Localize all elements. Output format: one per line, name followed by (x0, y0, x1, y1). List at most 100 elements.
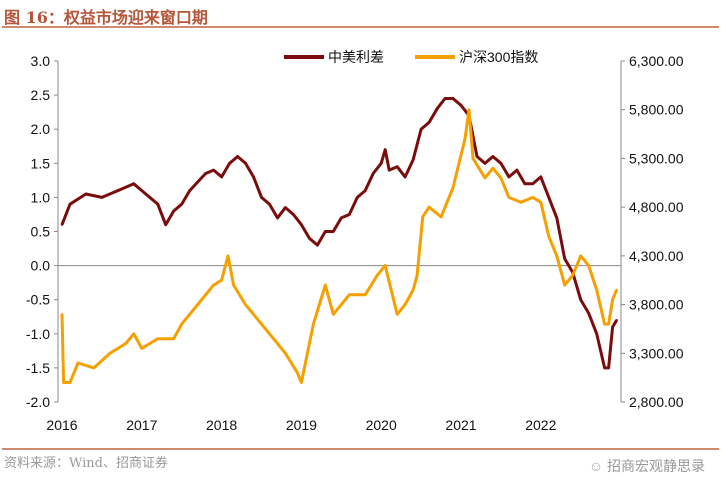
data-point (284, 352, 287, 355)
data-point (427, 205, 431, 209)
data-point (491, 166, 495, 170)
data-point (228, 162, 231, 165)
data-point (415, 274, 419, 277)
data-point (419, 128, 423, 131)
data-point (463, 137, 467, 141)
data-point (180, 322, 183, 326)
brand: ☺ 招商宏观静思录 (589, 456, 705, 476)
y-left-tick-label: -1.0 (26, 326, 50, 342)
data-point (348, 293, 351, 297)
data-point (124, 342, 128, 345)
data-point (380, 162, 383, 165)
data-point (196, 303, 199, 306)
data-point (523, 182, 527, 185)
data-point (539, 201, 542, 204)
data-point (427, 121, 431, 124)
data-point (244, 162, 247, 165)
data-point (292, 213, 295, 216)
data-point (312, 322, 315, 326)
data-point (68, 381, 72, 384)
data-point (563, 257, 566, 260)
data-point (268, 332, 271, 335)
x-tick-label: 2020 (366, 417, 397, 433)
y-left-tick-label: 1.0 (31, 189, 51, 205)
x-tick-label: 2021 (445, 417, 476, 433)
data-point (220, 175, 223, 179)
data-point (116, 189, 120, 192)
divider (2, 26, 719, 28)
data-point (595, 332, 598, 335)
y-right-tick-label: 6,300.00 (629, 53, 684, 69)
data-point (383, 264, 387, 267)
data-point (603, 322, 606, 326)
data-point (563, 283, 566, 287)
series-line-0 (60, 97, 618, 370)
data-point (324, 230, 327, 233)
data-point (603, 366, 606, 370)
data-point (395, 165, 399, 168)
data-point (421, 215, 424, 219)
legend-label-0: 中美利差 (328, 49, 384, 65)
data-point (607, 322, 610, 326)
chart: 3.0 2.5 2.0 1.5 1.0 0.5 0.0 -0.5 -1.0 -1.5 -2.0 6,3… (26, 49, 684, 433)
data-point (84, 192, 88, 196)
data-point (300, 381, 303, 384)
data-point (284, 206, 287, 209)
data-point (308, 237, 311, 240)
data-point (587, 312, 590, 315)
data-point (364, 293, 367, 297)
y-right-tick-label: 5,800.00 (629, 102, 684, 118)
y-right-tick-label: 3,300.00 (629, 345, 684, 361)
data-point (411, 158, 415, 162)
data-point (188, 189, 191, 192)
data-point (471, 157, 475, 160)
data-point (62, 381, 65, 384)
data-point (611, 325, 614, 329)
data-point (403, 175, 407, 179)
x-tick-label: 2019 (286, 417, 317, 433)
data-point (547, 235, 550, 238)
y-left-tick-label: 1.5 (31, 155, 51, 171)
data-point (260, 196, 263, 199)
data-point (555, 254, 558, 258)
y-left-tick-label: 2.0 (31, 121, 51, 137)
series-line-1 (60, 108, 618, 384)
data-point (108, 352, 112, 355)
data-point (132, 332, 136, 335)
data-point (164, 223, 167, 226)
data-point (435, 107, 439, 110)
data-point (595, 288, 598, 292)
data-point (324, 283, 327, 287)
y-left-tick-label: 2.5 (31, 87, 51, 103)
y-right-tick-label: 4,800.00 (629, 199, 684, 215)
data-point (204, 172, 207, 175)
data-point (519, 201, 523, 204)
data-point (383, 148, 387, 151)
source-note: 资料来源：Wind、招商证券 (4, 456, 168, 471)
legend-label-1: 沪深300指数 (459, 49, 538, 65)
data-point (443, 97, 447, 100)
data-point (212, 168, 215, 172)
x-tick-label: 2022 (525, 417, 556, 433)
data-point (439, 215, 443, 219)
brand-name: 招商宏观静思录 (607, 458, 705, 474)
y-left-tick-label: -2.0 (26, 394, 50, 410)
data-point (499, 176, 503, 180)
data-point (296, 371, 299, 374)
data-point (212, 283, 215, 287)
data-point (507, 175, 511, 179)
data-point (491, 155, 495, 158)
data-point (276, 216, 279, 220)
y-right-tick-label: 2,800.00 (629, 394, 684, 410)
y-right-tick-label: 3,800.00 (629, 297, 684, 313)
y-left-tick-label: -0.5 (26, 292, 50, 308)
data-point (555, 216, 558, 220)
data-point (268, 203, 271, 206)
data-point (395, 313, 399, 316)
data-point (483, 176, 487, 180)
data-point (579, 254, 582, 258)
x-tick-label: 2016 (46, 417, 77, 433)
data-point (587, 264, 590, 267)
data-point (372, 172, 375, 175)
data-point (332, 230, 335, 233)
